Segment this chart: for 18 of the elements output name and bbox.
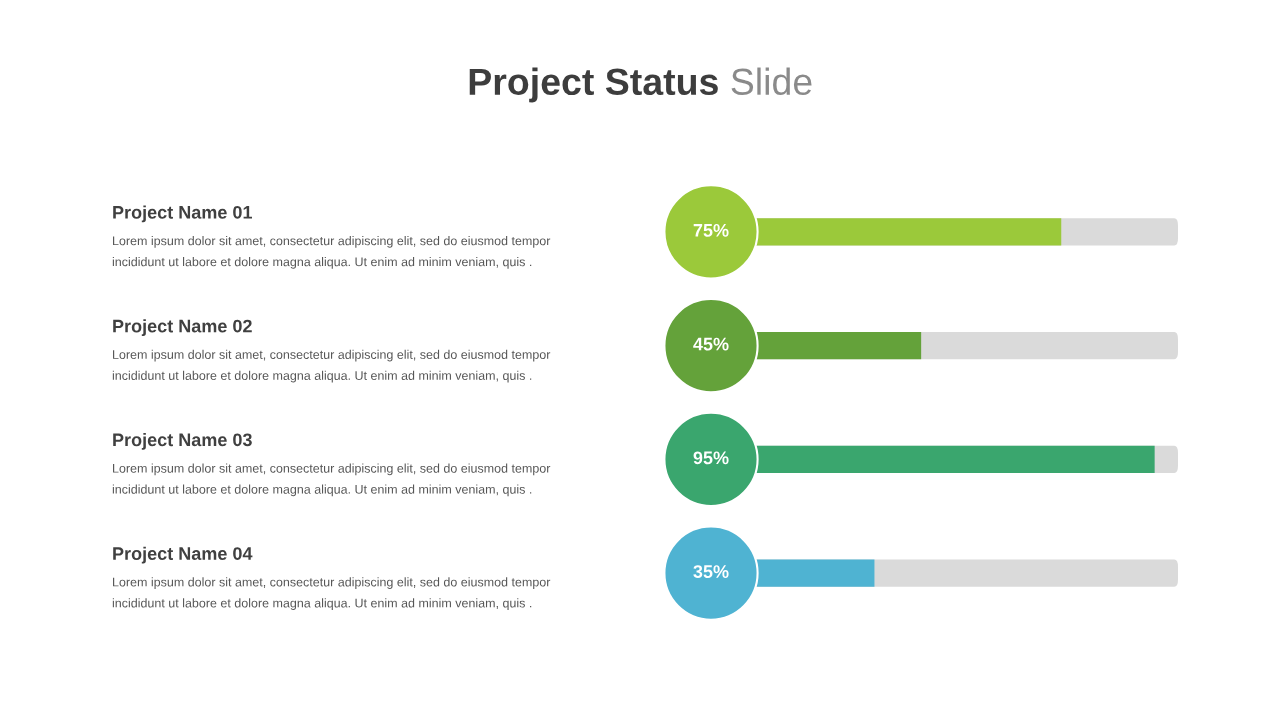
y-tick-label: Project Name 03 xyxy=(113,432,252,450)
y-tick-label: Project Name 04 xyxy=(113,546,253,564)
data-label: 75% xyxy=(693,223,729,237)
text: incididunt ut labore et dolore magna aliqua. Ut enim ad minim veniam, quis . xyxy=(112,484,532,497)
text: incididunt ut labore et dolore magna aliqua. Ut enim ad minim veniam, quis . xyxy=(112,598,532,610)
data-label: 45% xyxy=(693,337,729,351)
chart-title: Project Status xyxy=(469,67,718,103)
text: Lorem ipsum dolor sit amet, consectetur adipiscing elit, sed do eiusmod tempor xyxy=(113,349,551,362)
text: incididunt ut labore et dolore magna aliqua. Ut enim ad minim veniam, quis . xyxy=(112,370,532,383)
y-tick-label: Project Name 02 xyxy=(113,319,252,337)
data-label: 35% xyxy=(693,565,729,578)
data-label: 95% xyxy=(693,451,729,465)
text: Lorem ipsum dolor sit amet, consectetur adipiscing elit, sed do eiusmod tempor xyxy=(113,577,551,589)
text: Lorem ipsum dolor sit amet, consectetur adipiscing elit, sed do eiusmod tempor xyxy=(113,463,551,476)
text: Lorem ipsum dolor sit amet, consectetur adipiscing elit, sed do eiusmod tempor xyxy=(113,236,551,248)
y-tick-label: Project Name 01 xyxy=(113,205,252,223)
chart-subtitle: Slide xyxy=(731,67,812,96)
text: incididunt ut labore et dolore magna aliqua. Ut enim ad minim veniam, quis . xyxy=(112,257,532,269)
